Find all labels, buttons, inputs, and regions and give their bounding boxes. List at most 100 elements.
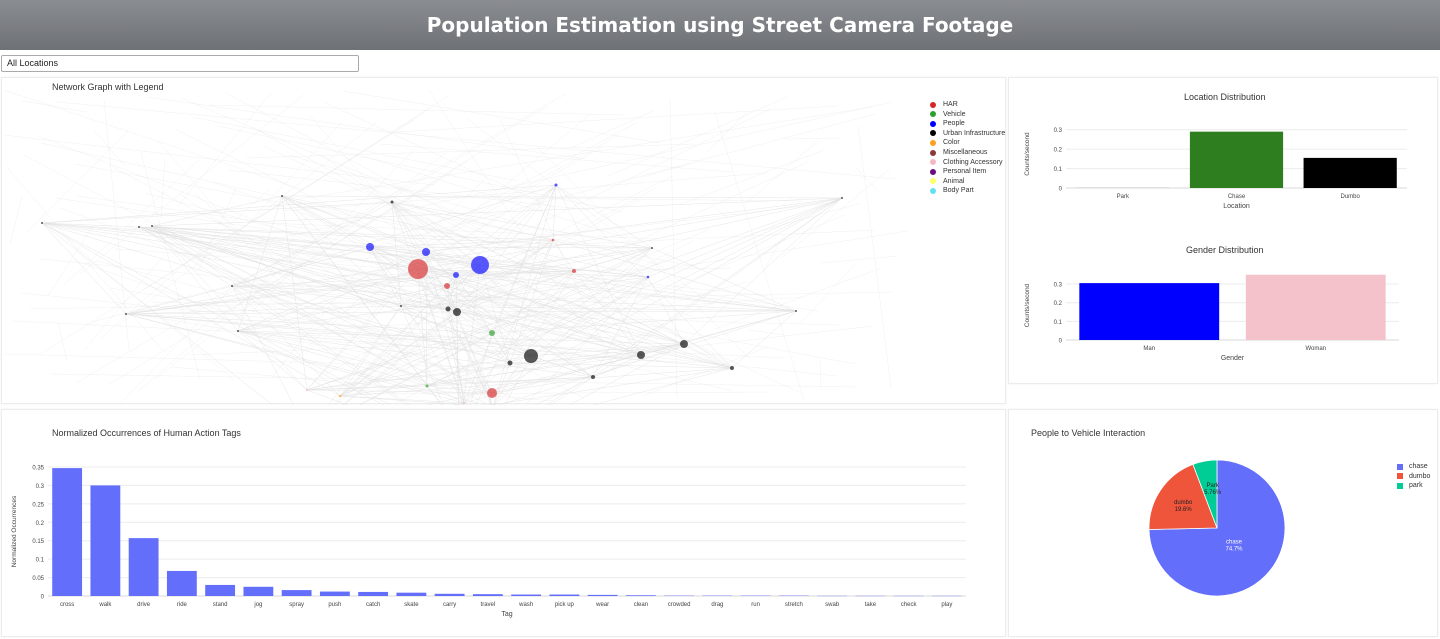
bar bbox=[90, 485, 121, 596]
gender-chart-title: Gender Distribution bbox=[1186, 245, 1264, 255]
network-node[interactable] bbox=[281, 195, 283, 197]
location-chart[interactable]: 0 0.1 0.2 0.3 Park Chase Dumbo Location Counts/s… bbox=[1009, 108, 1437, 253]
app-header: Population Estimation using Street Camer… bbox=[0, 0, 1440, 50]
gender-chart[interactable]: 0 0.1 0.2 0.3 Man Woman Gender Counts/second bbox=[1009, 261, 1437, 381]
network-node[interactable] bbox=[487, 388, 497, 398]
x-tick-label: Dumbo bbox=[1340, 194, 1360, 200]
x-tick-label: jog bbox=[253, 602, 262, 608]
network-legend-item[interactable]: Personal Item bbox=[930, 168, 986, 175]
network-node[interactable] bbox=[425, 384, 429, 388]
network-node[interactable] bbox=[41, 222, 43, 224]
network-node[interactable] bbox=[390, 200, 394, 204]
legend-label: Color bbox=[943, 139, 960, 147]
network-graph[interactable] bbox=[4, 90, 909, 405]
network-node[interactable] bbox=[471, 256, 489, 274]
network-node[interactable] bbox=[453, 308, 461, 316]
legend-dot-icon bbox=[930, 120, 936, 127]
network-node[interactable] bbox=[795, 310, 797, 312]
network-legend-item[interactable]: Miscellaneous bbox=[930, 149, 987, 156]
pie-legend-item[interactable]: dumbo bbox=[1397, 473, 1430, 480]
network-node[interactable] bbox=[408, 259, 428, 279]
bar bbox=[166, 570, 197, 596]
x-tick-label: take bbox=[865, 602, 877, 608]
network-node[interactable] bbox=[651, 247, 653, 249]
network-graph-panel: Network Graph with Legend HAR Vehicle Peop… bbox=[1, 77, 1006, 405]
network-node[interactable] bbox=[554, 183, 558, 187]
action-tags-chart[interactable]: 0 0.05 0.1 0.15 0.2 0.25 0.3 0.35 cross walk drive… bbox=[2, 443, 1002, 638]
x-tick-label: stand bbox=[213, 602, 228, 608]
legend-dot-icon bbox=[930, 168, 936, 175]
bar bbox=[243, 586, 274, 596]
network-node[interactable] bbox=[125, 313, 127, 315]
network-node[interactable] bbox=[646, 275, 650, 279]
network-legend-item[interactable]: Color bbox=[930, 139, 960, 146]
bar bbox=[128, 538, 159, 596]
network-node[interactable] bbox=[453, 272, 459, 278]
network-legend-item[interactable]: Vehicle bbox=[930, 111, 966, 118]
legend-swatch-icon bbox=[1397, 482, 1403, 489]
pie-slice-label: chase 74.7% bbox=[1226, 540, 1244, 553]
network-node[interactable] bbox=[231, 285, 233, 287]
network-legend-item[interactable]: Body Part bbox=[930, 187, 974, 194]
network-node[interactable] bbox=[507, 360, 513, 366]
location-distribution-panel: Location Distribution 0 0.1 0.2 0.3 Park Chas… bbox=[1008, 77, 1438, 384]
x-tick-label: Park bbox=[1117, 194, 1130, 200]
location-select[interactable]: All Locations bbox=[1, 55, 359, 72]
bar bbox=[625, 595, 656, 596]
pie-slice[interactable] bbox=[1148, 463, 1218, 530]
network-node[interactable] bbox=[637, 351, 645, 359]
y-tick-label: 0.3 bbox=[1054, 128, 1063, 134]
network-node[interactable] bbox=[445, 306, 451, 312]
network-node[interactable] bbox=[338, 394, 342, 398]
legend-label: Personal Item bbox=[943, 168, 987, 176]
pie-slice[interactable] bbox=[1192, 459, 1218, 529]
network-node[interactable] bbox=[680, 340, 688, 348]
pie-chart-title: People to Vehicle Interaction bbox=[1031, 428, 1146, 438]
network-legend-item[interactable]: Animal bbox=[930, 178, 964, 185]
network-legend-item[interactable]: HAR bbox=[930, 101, 958, 108]
network-node[interactable] bbox=[305, 388, 309, 392]
network-node[interactable] bbox=[151, 225, 153, 227]
network-node[interactable] bbox=[489, 330, 495, 336]
network-legend-item[interactable]: Urban Infrastructure bbox=[930, 130, 1005, 137]
pie-legend-item[interactable]: chase bbox=[1397, 463, 1428, 470]
network-node[interactable] bbox=[138, 226, 140, 228]
x-tick-label: Chase bbox=[1228, 194, 1246, 200]
network-node[interactable] bbox=[444, 283, 450, 289]
y-tick-label: 0.2 bbox=[1054, 301, 1063, 307]
pie-legend: chase dumbo park bbox=[1397, 463, 1437, 503]
legend-label: Body Part bbox=[943, 187, 974, 195]
y-tick-label: 0.3 bbox=[1054, 283, 1063, 289]
y-tick-label: 0 bbox=[1059, 339, 1063, 345]
y-tick-label: 0.1 bbox=[36, 558, 45, 564]
bar bbox=[587, 594, 618, 596]
network-node[interactable] bbox=[400, 305, 402, 307]
network-legend-item[interactable]: Clothing Accessory bbox=[930, 159, 1003, 166]
network-legend-item[interactable]: People bbox=[930, 120, 965, 127]
y-axis-label: Counts/second bbox=[1024, 283, 1031, 327]
legend-label: park bbox=[1409, 482, 1423, 489]
legend-label: Miscellaneous bbox=[943, 149, 988, 156]
network-node[interactable] bbox=[366, 243, 374, 251]
network-node[interactable] bbox=[551, 238, 555, 242]
bar bbox=[396, 592, 427, 596]
pie-slice[interactable] bbox=[1148, 459, 1286, 597]
network-node[interactable] bbox=[572, 269, 576, 273]
network-node[interactable] bbox=[422, 248, 430, 256]
network-graph-title: Network Graph with Legend bbox=[52, 82, 164, 92]
pie-slice-label: Park 5.76% bbox=[1204, 483, 1222, 496]
network-node[interactable] bbox=[591, 375, 595, 379]
interaction-panel: People to Vehicle Interaction chase 74.7%… bbox=[1008, 409, 1438, 637]
x-tick-label: skate bbox=[404, 602, 419, 608]
pie-legend-item[interactable]: park bbox=[1397, 482, 1423, 489]
x-tick-label: pick up bbox=[555, 602, 575, 608]
network-node[interactable] bbox=[730, 366, 734, 370]
network-node[interactable] bbox=[237, 330, 239, 332]
y-tick-label: 0.3 bbox=[36, 484, 45, 490]
bar bbox=[434, 593, 465, 596]
network-node[interactable] bbox=[462, 401, 466, 405]
network-node[interactable] bbox=[841, 197, 843, 199]
interaction-pie-chart[interactable]: chase 74.7% dumbo 19.6% Park 5.76% bbox=[1069, 438, 1369, 638]
legend-dot-icon bbox=[930, 130, 936, 137]
network-node[interactable] bbox=[524, 349, 538, 363]
